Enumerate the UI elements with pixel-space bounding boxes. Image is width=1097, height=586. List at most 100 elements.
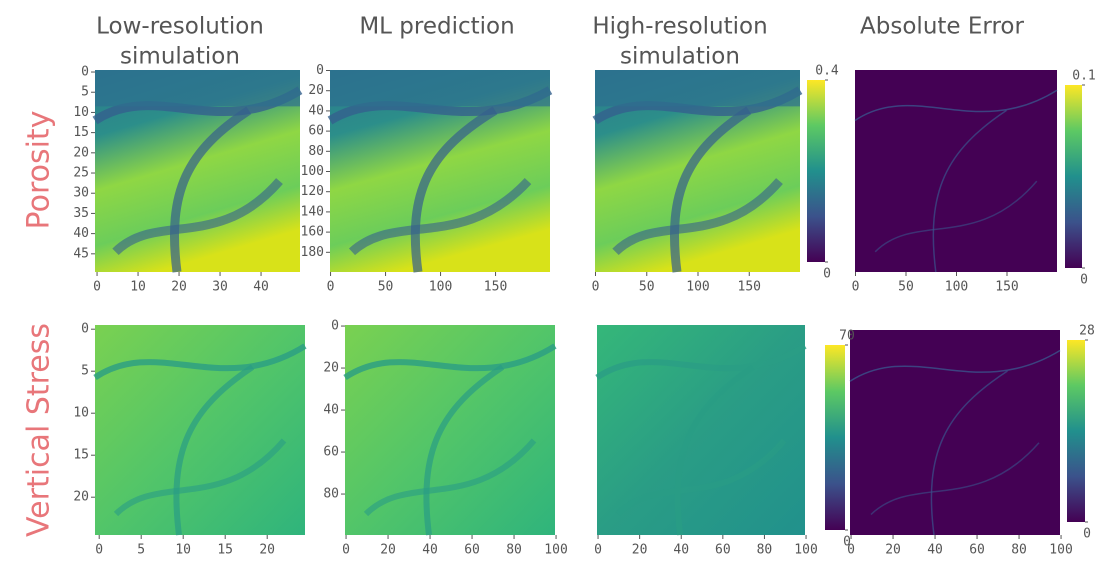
colorbar-tick-label: 0 <box>843 535 851 550</box>
colorbar-tick-label: 70 <box>839 329 855 344</box>
x-tick-label: 60 <box>969 543 985 558</box>
x-tick-label: 20 <box>259 543 275 558</box>
x-tick-label: 0 <box>342 543 350 558</box>
x-tick-label: 30 <box>212 280 228 295</box>
x-tick-label: 0 <box>847 543 855 558</box>
y-tick-label: 0 <box>331 319 339 334</box>
heatmap <box>855 70 1057 272</box>
colorbar-tick-label: 0.4 <box>815 64 839 79</box>
x-tick-label: 0 <box>852 280 860 295</box>
heatmap-feature <box>854 89 1058 122</box>
y-tick-label: 5 <box>81 364 89 379</box>
x-tick-label: 100 <box>686 280 709 295</box>
y-tick-label: 120 <box>301 184 324 199</box>
heatmap-feature <box>330 70 550 107</box>
y-tick-label: 180 <box>301 245 324 260</box>
x-tick-label: 40 <box>422 543 438 558</box>
heatmap-feature <box>410 106 498 273</box>
x-tick-label: 80 <box>506 543 522 558</box>
x-tick-label: 80 <box>757 543 773 558</box>
x-tick-label: 5 <box>137 543 145 558</box>
x-tick-label: 40 <box>927 543 943 558</box>
y-tick-label: 10 <box>73 406 89 421</box>
x-tick-label: 20 <box>171 280 187 295</box>
colorbar-tick-label: 0 <box>1080 273 1088 288</box>
x-tick-label: 100 <box>1049 543 1072 558</box>
x-tick-label: 0 <box>93 280 101 295</box>
x-tick-label: 60 <box>715 543 731 558</box>
x-tick-label: 60 <box>464 543 480 558</box>
heatmap-feature <box>343 343 557 380</box>
colorbar-tick-label: 0.1 <box>1072 69 1095 84</box>
heatmap-feature <box>932 109 1007 273</box>
y-tick-label: 80 <box>323 487 339 502</box>
y-tick-label: 25 <box>73 166 89 181</box>
y-tick-label: 20 <box>73 145 89 160</box>
colorbar <box>1067 340 1085 522</box>
row-label: Porosity <box>22 111 57 230</box>
column-title: ML prediction <box>359 14 514 40</box>
heatmap-feature <box>612 178 783 256</box>
heatmap-feature <box>170 106 252 273</box>
heatmap <box>850 330 1060 535</box>
y-tick-label: 20 <box>323 361 339 376</box>
x-tick-label: 150 <box>995 280 1018 295</box>
y-tick-label: 140 <box>301 204 324 219</box>
colorbar <box>807 80 825 262</box>
x-tick-label: 0 <box>594 543 602 558</box>
x-tick-label: 100 <box>429 280 452 295</box>
y-tick-label: 30 <box>73 186 89 201</box>
colorbar-tick-label: 0 <box>823 267 831 282</box>
heatmap-feature <box>849 349 1061 382</box>
heatmap-feature <box>423 364 505 536</box>
row-label: Vertical Stress <box>22 323 57 537</box>
x-tick-label: 0 <box>592 280 600 295</box>
column-title: Absolute Error <box>860 14 1024 40</box>
x-tick-label: 50 <box>378 280 394 295</box>
heatmap-feature <box>363 438 537 517</box>
y-tick-label: 15 <box>73 448 89 463</box>
heatmap-feature <box>95 70 300 107</box>
heatmap-feature <box>113 438 287 517</box>
column-title: simulation <box>620 44 740 70</box>
colorbar-tick-label: 28 <box>1079 324 1095 339</box>
heatmap-feature <box>112 178 283 256</box>
y-tick-label: 35 <box>73 206 89 221</box>
x-tick-label: 100 <box>794 543 817 558</box>
x-tick-label: 40 <box>253 280 269 295</box>
heatmap-feature <box>595 343 807 380</box>
y-tick-label: 40 <box>73 226 89 241</box>
y-tick-label: 45 <box>73 246 89 261</box>
colorbar-tick-label: 0 <box>1083 527 1091 542</box>
colorbar <box>1065 85 1082 268</box>
x-tick-label: 20 <box>885 543 901 558</box>
x-tick-label: 50 <box>639 280 655 295</box>
heatmap-feature <box>173 364 255 536</box>
y-tick-label: 40 <box>308 103 324 118</box>
x-tick-label: 150 <box>738 280 761 295</box>
y-tick-label: 0 <box>81 322 89 337</box>
heatmap-feature <box>348 178 532 256</box>
x-tick-label: 100 <box>544 543 567 558</box>
column-title: Low-resolution <box>96 14 264 40</box>
x-tick-label: 20 <box>380 543 396 558</box>
y-tick-label: 80 <box>308 144 324 159</box>
y-tick-label: 20 <box>308 83 324 98</box>
y-tick-label: 40 <box>323 403 339 418</box>
x-tick-label: 10 <box>130 280 146 295</box>
heatmap-feature <box>615 438 787 517</box>
x-tick-label: 15 <box>217 543 233 558</box>
y-tick-label: 0 <box>316 63 324 78</box>
heatmap-feature <box>670 106 752 273</box>
heatmap-feature <box>93 343 307 380</box>
y-tick-label: 160 <box>301 225 324 240</box>
x-tick-label: 20 <box>632 543 648 558</box>
x-tick-label: 100 <box>945 280 968 295</box>
x-tick-label: 0 <box>95 543 103 558</box>
y-tick-label: 20 <box>73 490 89 505</box>
heatmap-feature <box>595 70 800 107</box>
y-tick-label: 0 <box>81 65 89 80</box>
column-title: High-resolution <box>592 14 767 40</box>
y-tick-label: 100 <box>301 164 324 179</box>
